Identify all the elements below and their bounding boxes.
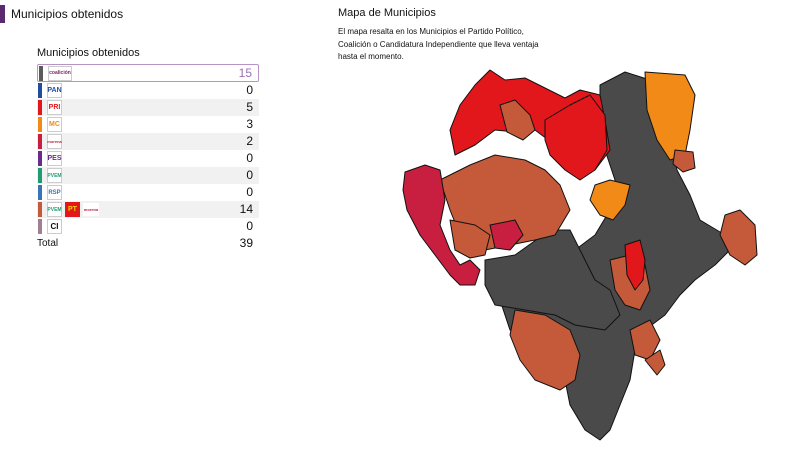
municipality-region[interactable] [402, 164, 481, 286]
party-logos: PVEM PT morena [47, 202, 102, 217]
row-count: 15 [238, 66, 252, 80]
party-logos: PVEM [47, 168, 65, 183]
municipality-region[interactable] [672, 149, 696, 173]
municipality-region[interactable] [449, 219, 491, 259]
table-row[interactable]: CI 0 [37, 218, 259, 235]
row-count: 0 [246, 83, 253, 97]
table-row[interactable]: PVEM 0 [37, 167, 259, 184]
municipality-region[interactable] [624, 239, 646, 291]
pvem-logo-icon: PVEM [47, 168, 62, 183]
page-header: Municipios obtenidos [0, 5, 123, 23]
row-count: 14 [239, 202, 253, 216]
party-logos: coalición [48, 65, 75, 81]
morena-logo-icon: morena [47, 134, 62, 149]
party-color-swatch [38, 83, 42, 98]
municipality-region[interactable] [544, 94, 608, 181]
row-count: 3 [246, 117, 253, 131]
row-count: 0 [246, 185, 253, 199]
coalition-logo-icon: coalición [48, 65, 72, 81]
map-title: Mapa de Municipios [338, 7, 436, 19]
party-logos: PES [47, 151, 65, 166]
map-description: El mapa resalta en los Municipios el Par… [338, 27, 539, 61]
row-count: 0 [246, 219, 253, 233]
independent-logo-icon: CI [47, 219, 62, 234]
table-row[interactable]: PVEM PT morena 14 [37, 201, 259, 218]
table-row[interactable]: PAN 0 [37, 82, 259, 99]
party-color-swatch [38, 185, 42, 200]
municipality-region[interactable] [629, 319, 661, 361]
party-color-swatch [38, 219, 42, 234]
party-color-swatch [38, 100, 42, 115]
pri-logo-icon: PRI [47, 100, 62, 115]
party-logos: CI [47, 219, 65, 234]
party-logos: RSP [47, 185, 65, 200]
party-logos: MC [47, 117, 65, 132]
accent-bar [0, 5, 5, 23]
page-title: Municipios obtenidos [11, 7, 124, 21]
party-color-swatch [38, 117, 42, 132]
municipality-region[interactable] [499, 99, 536, 141]
party-logos: PAN [47, 83, 65, 98]
morena-logo-icon: morena [83, 203, 99, 216]
total-value: 39 [239, 236, 253, 250]
party-logos: morena [47, 134, 65, 149]
row-count: 2 [246, 134, 253, 148]
table-row[interactable]: RSP 0 [37, 184, 259, 201]
pes-logo-icon: PES [47, 151, 62, 166]
party-color-swatch [38, 134, 42, 149]
table-row[interactable]: MC 3 [37, 116, 259, 133]
row-count: 0 [246, 168, 253, 182]
mc-logo-icon: MC [47, 117, 62, 132]
party-logos: PRI [47, 100, 65, 115]
party-color-swatch [39, 65, 43, 81]
pan-logo-icon: PAN [47, 83, 62, 98]
table-title: Municipios obtenidos [37, 47, 140, 59]
pt-logo-icon: PT [65, 202, 80, 217]
row-count: 0 [246, 151, 253, 165]
table-row[interactable]: morena 2 [37, 133, 259, 150]
municipality-region[interactable] [644, 349, 666, 376]
rsp-logo-icon: RSP [47, 185, 62, 200]
municipality-region[interactable] [589, 179, 631, 221]
municipality-region[interactable] [719, 209, 758, 266]
party-color-swatch [38, 202, 42, 217]
party-color-swatch [38, 151, 42, 166]
table-row[interactable]: coalición 15 [37, 64, 259, 82]
party-color-swatch [38, 168, 42, 183]
pvem-logo-icon: PVEM [47, 202, 62, 217]
total-row: Total 39 [37, 235, 259, 252]
row-count: 5 [246, 100, 253, 114]
table-row[interactable]: PRI 5 [37, 99, 259, 116]
municipality-region[interactable] [489, 219, 524, 251]
total-label: Total [37, 238, 59, 249]
municipality-region[interactable] [509, 309, 581, 391]
municipalities-map [402, 69, 758, 441]
table-row[interactable]: PES 0 [37, 150, 259, 167]
results-table: coalición 15 PAN 0 PRI 5 MC 3 morena 2 P… [37, 64, 259, 252]
